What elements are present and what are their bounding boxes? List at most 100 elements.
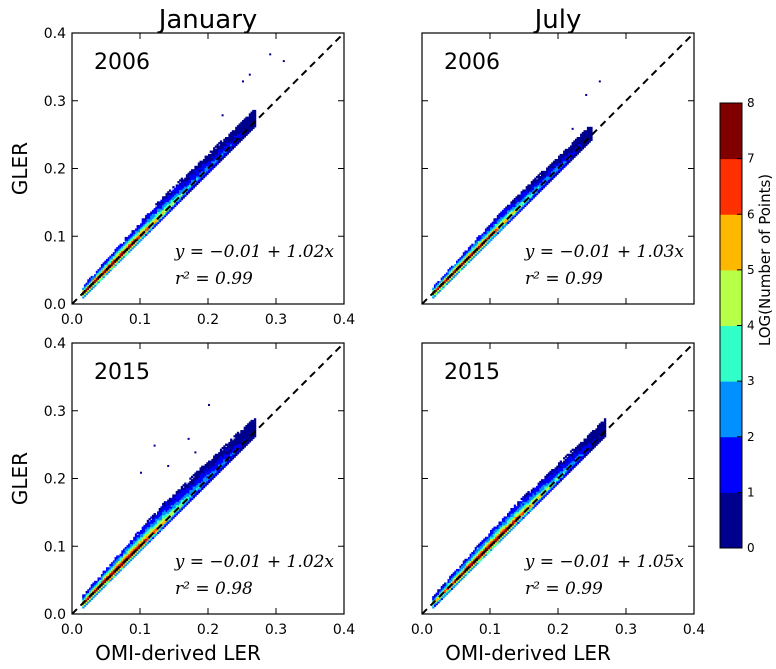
density-cell xyxy=(208,155,211,158)
density-cell xyxy=(529,507,532,511)
density-cell xyxy=(148,526,151,529)
density-cell xyxy=(189,496,192,499)
density-cell xyxy=(191,489,194,492)
density-cell xyxy=(437,594,440,597)
density-cell xyxy=(140,540,143,543)
density-cell xyxy=(456,265,459,269)
density-cell xyxy=(554,484,557,487)
density-cell xyxy=(211,475,214,479)
density-cell xyxy=(141,235,144,238)
density-cell xyxy=(513,506,517,509)
density-cell xyxy=(228,138,231,141)
density-cell xyxy=(155,211,158,214)
density-cell xyxy=(558,169,561,172)
density-cell xyxy=(559,160,562,164)
density-cell xyxy=(216,147,219,150)
density-cell xyxy=(495,538,498,541)
colorbar-tick-label: 1 xyxy=(747,485,755,499)
density-cell xyxy=(478,242,481,245)
density-cell xyxy=(247,438,250,441)
density-cell xyxy=(466,252,469,255)
density-cell xyxy=(236,443,240,446)
density-cell xyxy=(230,455,233,458)
density-cell xyxy=(109,267,112,270)
density-cell xyxy=(129,235,133,238)
density-cell xyxy=(556,465,559,468)
density-cell xyxy=(185,182,189,186)
density-cell xyxy=(551,477,554,480)
density-cell xyxy=(456,574,459,577)
density-cell xyxy=(554,474,557,477)
density-cell xyxy=(542,186,545,189)
density-cell xyxy=(87,286,90,289)
density-cell xyxy=(563,162,566,165)
density-cell xyxy=(551,175,554,179)
density-cell xyxy=(445,275,449,279)
density-cell xyxy=(185,485,189,489)
colorbar-segment xyxy=(720,436,742,493)
density-cell xyxy=(184,497,187,501)
density-cell xyxy=(112,575,116,579)
density-cell xyxy=(236,140,240,143)
density-cell xyxy=(121,563,124,567)
density-cell xyxy=(512,511,515,514)
density-cell xyxy=(529,197,532,201)
density-cell xyxy=(180,191,184,194)
density-cell xyxy=(488,546,491,550)
density-cell xyxy=(211,463,214,467)
density-cell xyxy=(175,201,178,204)
density-cell xyxy=(221,155,224,158)
density-cell xyxy=(561,470,564,474)
density-cell xyxy=(197,165,201,169)
density-cell xyxy=(107,264,110,267)
density-cell xyxy=(580,455,583,458)
density-cell xyxy=(508,208,511,211)
density-cell xyxy=(563,457,566,460)
density-cell xyxy=(500,521,503,524)
density-cell xyxy=(187,182,190,186)
density-cell xyxy=(491,538,494,541)
density-cell xyxy=(552,475,556,479)
density-cell xyxy=(603,426,607,429)
density-cell xyxy=(201,169,204,172)
density-cell xyxy=(150,516,153,519)
density-cell xyxy=(158,518,161,521)
density-cell xyxy=(454,584,457,587)
density-cell xyxy=(590,441,593,445)
density-cell xyxy=(230,148,233,152)
density-cell xyxy=(253,433,257,436)
density-cell xyxy=(554,467,557,470)
density-cell xyxy=(520,204,523,208)
density-cell xyxy=(590,443,593,446)
density-cell xyxy=(140,230,143,233)
density-cell xyxy=(107,257,110,260)
density-cell xyxy=(236,126,240,130)
density-cell xyxy=(512,201,515,204)
density-cell xyxy=(230,147,233,150)
density-cell xyxy=(466,563,469,567)
density-cell xyxy=(559,460,562,463)
density-cell xyxy=(537,174,540,177)
density-cell xyxy=(145,524,148,528)
density-cell xyxy=(230,443,233,446)
density-cell xyxy=(106,582,109,585)
density-cell xyxy=(471,248,474,252)
density-cell xyxy=(573,458,576,462)
density-cell xyxy=(576,140,579,143)
density-cell xyxy=(490,223,493,226)
x-tick-label: 0.2 xyxy=(197,622,219,638)
density-cell xyxy=(136,536,139,540)
density-cell xyxy=(449,270,452,274)
density-cell xyxy=(474,562,477,565)
density-cell xyxy=(571,455,574,458)
density-cell xyxy=(473,558,476,562)
density-cell xyxy=(539,177,542,180)
density-cell xyxy=(478,243,481,246)
density-cell xyxy=(128,240,131,243)
density-cell xyxy=(236,436,240,440)
density-cell xyxy=(106,262,109,265)
density-cell xyxy=(87,287,90,291)
density-cell xyxy=(439,592,442,595)
density-cell xyxy=(547,484,551,487)
